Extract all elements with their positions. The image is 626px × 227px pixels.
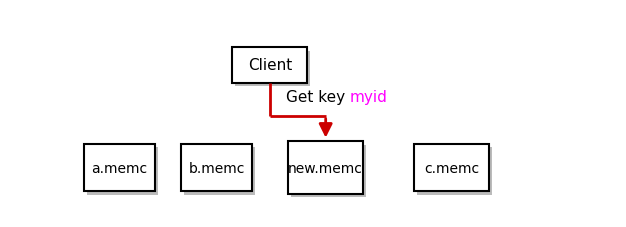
Text: b.memc: b.memc — [188, 161, 245, 175]
Bar — [182, 144, 252, 192]
Text: c.memc: c.memc — [424, 161, 480, 175]
Bar — [184, 148, 255, 195]
Bar — [288, 142, 363, 194]
Bar — [85, 144, 155, 192]
Bar — [235, 51, 310, 86]
Text: new.memc: new.memc — [288, 161, 363, 175]
Bar — [232, 48, 307, 83]
Text: Client: Client — [248, 58, 292, 73]
Bar — [87, 148, 158, 195]
Bar — [417, 148, 492, 195]
Text: Get key: Get key — [286, 90, 350, 105]
Bar — [414, 144, 490, 192]
Text: myid: myid — [350, 90, 388, 105]
Bar — [291, 145, 366, 197]
Text: a.memc: a.memc — [91, 161, 148, 175]
